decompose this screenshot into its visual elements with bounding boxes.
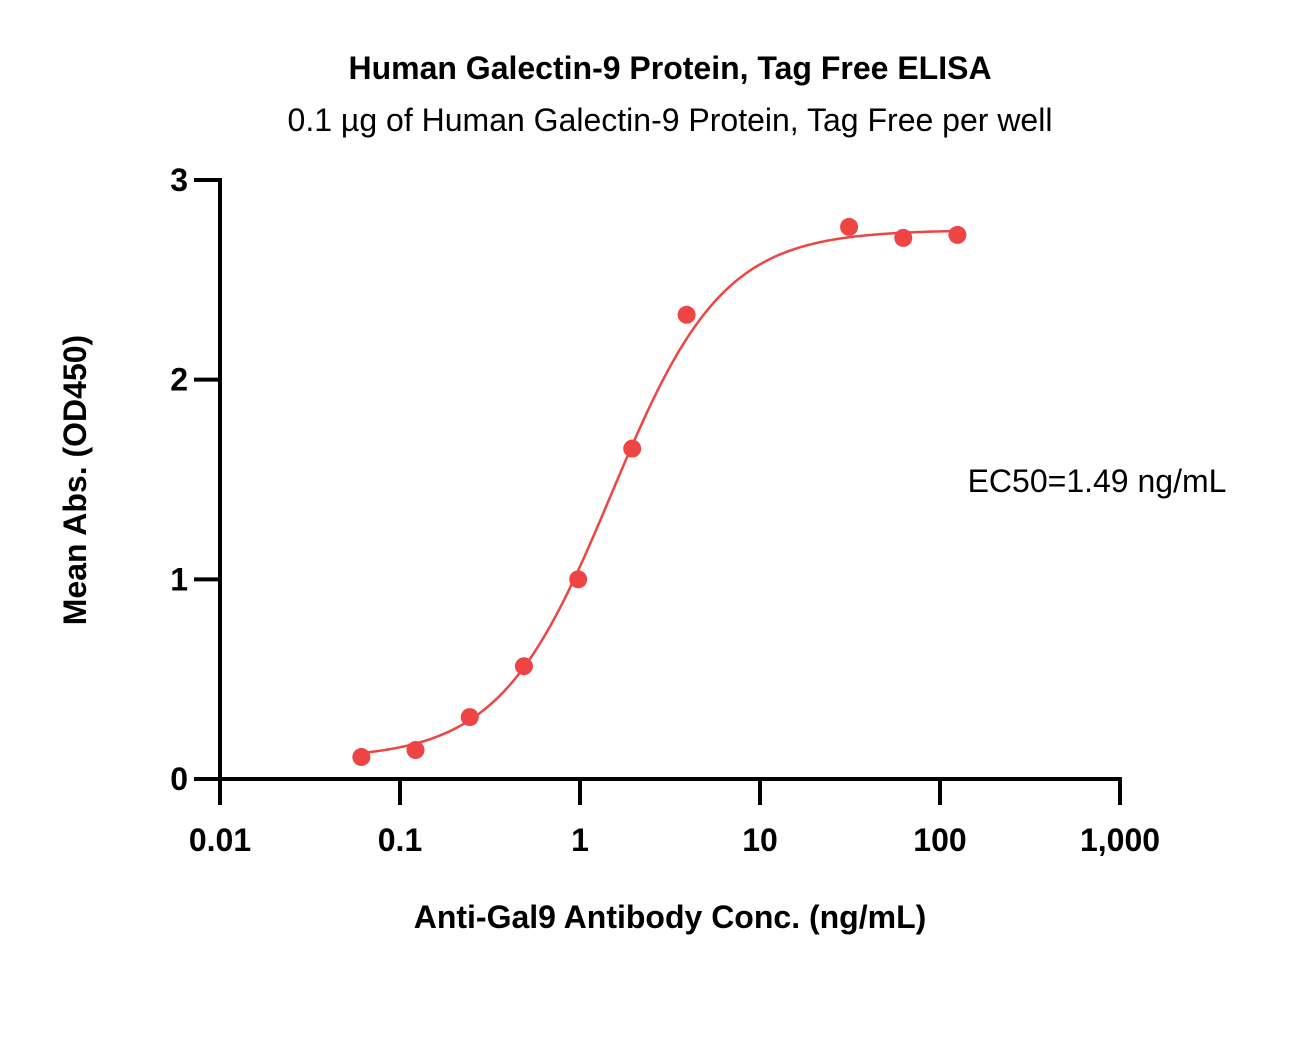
data-point-0-0 bbox=[352, 748, 371, 767]
chart-title: Human Galectin-9 Protein, Tag Free ELISA bbox=[348, 50, 991, 86]
fit-curve-layer bbox=[361, 229, 958, 755]
x-tick-label-2: 1 bbox=[571, 822, 589, 858]
x-axis-label: Anti-Gal9 Antibody Conc. (ng/mL) bbox=[414, 899, 927, 935]
x-tick-label-0: 0.01 bbox=[189, 822, 251, 858]
fit-curve bbox=[361, 229, 958, 755]
y-axis-label: Mean Abs. (OD450) bbox=[57, 335, 93, 625]
y-tick-label-0: 0 bbox=[170, 761, 188, 797]
x-tick-label-3: 10 bbox=[742, 822, 778, 858]
y-tick-label-2: 2 bbox=[170, 362, 188, 398]
data-point-0-2 bbox=[460, 708, 479, 727]
y-tick-label-1: 1 bbox=[170, 561, 188, 597]
data-point-0-6 bbox=[677, 305, 696, 324]
x-tick-label-5: 1,000 bbox=[1080, 822, 1160, 858]
data-point-0-9 bbox=[948, 225, 967, 244]
chart-subtitle: 0.1 µg of Human Galectin-9 Protein, Tag … bbox=[288, 102, 1053, 138]
data-point-0-7 bbox=[840, 217, 859, 236]
data-points bbox=[352, 217, 967, 767]
x-axis: 0.01 0.1 1 10 100 1,000 bbox=[189, 777, 1160, 858]
data-point-0-5 bbox=[623, 439, 642, 458]
data-point-0-4 bbox=[569, 570, 588, 589]
data-point-0-3 bbox=[514, 657, 533, 676]
y-axis: 0 1 2 3 bbox=[170, 162, 222, 797]
data-point-0-8 bbox=[894, 228, 913, 247]
data-point-0-1 bbox=[406, 741, 425, 760]
y-tick-label-3: 3 bbox=[170, 162, 188, 198]
x-tick-label-1: 0.1 bbox=[378, 822, 422, 858]
ec50-annotation: EC50=1.49 ng/mL bbox=[968, 463, 1227, 499]
x-tick-label-4: 100 bbox=[913, 822, 966, 858]
